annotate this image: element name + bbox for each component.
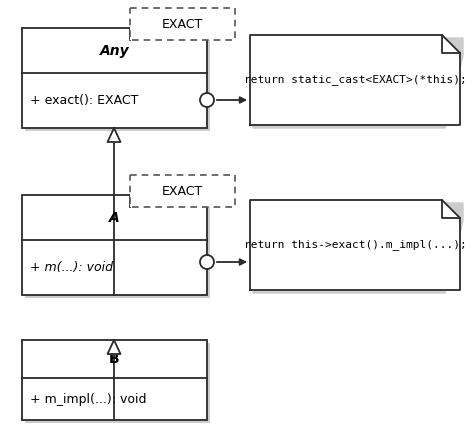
Bar	[25, 343, 210, 423]
Text: return static_cast<EXACT>(*this);: return static_cast<EXACT>(*this);	[244, 74, 466, 86]
Polygon shape	[250, 35, 460, 125]
Polygon shape	[253, 203, 463, 293]
Circle shape	[200, 255, 214, 269]
Text: + exact(): EXACT: + exact(): EXACT	[30, 94, 138, 107]
Text: + m_impl(...): void: + m_impl(...): void	[30, 392, 146, 405]
Text: A: A	[109, 211, 120, 225]
Bar	[22, 28, 207, 128]
Bar	[25, 31, 210, 131]
Polygon shape	[250, 200, 460, 290]
Bar	[22, 340, 207, 420]
Text: Any: Any	[100, 44, 129, 57]
FancyBboxPatch shape	[130, 8, 235, 40]
Bar	[25, 198, 210, 298]
Text: EXACT: EXACT	[162, 184, 203, 197]
Text: EXACT: EXACT	[162, 18, 203, 30]
Polygon shape	[108, 128, 120, 142]
Text: + m(...): void: + m(...): void	[30, 261, 113, 274]
Polygon shape	[108, 340, 120, 354]
Bar	[22, 195, 207, 295]
Circle shape	[200, 93, 214, 107]
Text: return this->exact().m_impl(...);: return this->exact().m_impl(...);	[244, 240, 466, 250]
FancyBboxPatch shape	[130, 175, 235, 207]
Polygon shape	[253, 38, 463, 128]
Text: B: B	[109, 352, 120, 366]
